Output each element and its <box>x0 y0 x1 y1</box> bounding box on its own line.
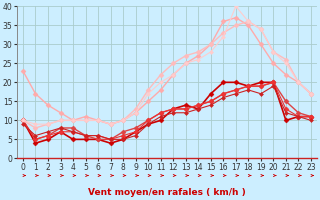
X-axis label: Vent moyen/en rafales ( km/h ): Vent moyen/en rafales ( km/h ) <box>88 188 246 197</box>
